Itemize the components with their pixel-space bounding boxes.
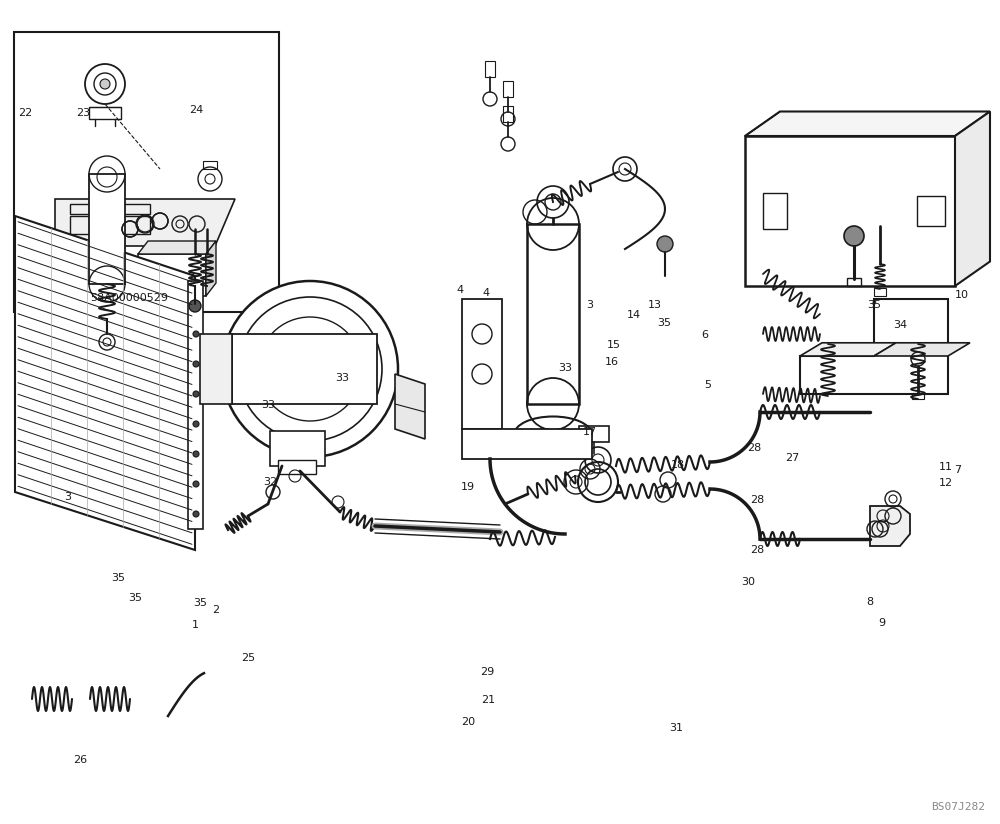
Circle shape — [222, 281, 398, 457]
Text: 8: 8 — [866, 597, 874, 607]
Text: 25: 25 — [241, 653, 255, 663]
Polygon shape — [800, 343, 896, 356]
Text: 34: 34 — [893, 320, 907, 330]
Text: 9: 9 — [878, 618, 886, 628]
Polygon shape — [138, 241, 216, 254]
Bar — [763, 193, 787, 229]
Text: 5: 5 — [704, 380, 712, 390]
Text: 32: 32 — [263, 477, 277, 487]
Bar — [745, 136, 955, 286]
Bar — [917, 196, 945, 226]
Bar — [874, 288, 886, 296]
Bar — [203, 161, 217, 169]
Text: 4: 4 — [456, 285, 464, 295]
Circle shape — [657, 236, 673, 252]
Text: 29: 29 — [480, 667, 494, 677]
Text: 19: 19 — [461, 482, 475, 492]
Bar — [462, 299, 502, 429]
Circle shape — [193, 451, 199, 457]
Polygon shape — [55, 199, 235, 246]
Bar — [14, 32, 279, 312]
Polygon shape — [745, 111, 990, 136]
Bar — [148, 274, 193, 286]
Text: 28: 28 — [747, 443, 761, 453]
Text: 14: 14 — [627, 310, 641, 320]
Text: 35: 35 — [111, 573, 125, 583]
Polygon shape — [206, 241, 216, 296]
Bar — [278, 460, 316, 474]
Circle shape — [193, 301, 199, 307]
Text: 20: 20 — [461, 717, 475, 727]
Text: 35: 35 — [193, 598, 207, 608]
Polygon shape — [870, 506, 910, 546]
Bar — [503, 106, 513, 122]
Text: 4: 4 — [482, 288, 490, 298]
Text: 30: 30 — [741, 577, 755, 587]
Text: 12: 12 — [939, 478, 953, 488]
Text: 22: 22 — [18, 108, 32, 118]
Circle shape — [193, 391, 199, 397]
Text: 35: 35 — [657, 318, 671, 328]
Circle shape — [280, 339, 340, 399]
Text: 2: 2 — [212, 605, 220, 615]
Text: 7: 7 — [954, 465, 962, 475]
Bar — [462, 429, 592, 459]
Circle shape — [193, 421, 199, 427]
Text: 24: 24 — [189, 105, 203, 115]
Text: 28: 28 — [750, 545, 764, 555]
Circle shape — [844, 226, 864, 246]
Polygon shape — [874, 343, 970, 356]
Bar — [89, 174, 125, 284]
Polygon shape — [200, 334, 232, 404]
Text: 33: 33 — [335, 373, 349, 383]
Text: 26: 26 — [73, 755, 87, 765]
Text: 16: 16 — [605, 357, 619, 367]
Text: 58A00000529: 58A00000529 — [90, 293, 168, 303]
Text: 33: 33 — [261, 400, 275, 410]
Circle shape — [296, 355, 324, 383]
Text: BS07J282: BS07J282 — [931, 802, 985, 812]
Bar — [89, 107, 121, 119]
Text: 28: 28 — [750, 495, 764, 505]
Bar — [503, 81, 513, 97]
Bar — [485, 61, 495, 77]
Text: 10: 10 — [955, 290, 969, 300]
Text: 31: 31 — [669, 723, 683, 733]
Polygon shape — [800, 299, 948, 394]
Polygon shape — [15, 216, 195, 550]
Text: 15: 15 — [607, 340, 621, 350]
Bar — [70, 216, 150, 234]
Text: 6: 6 — [702, 330, 708, 340]
Text: 23: 23 — [76, 108, 90, 118]
Polygon shape — [395, 374, 425, 439]
Text: 18: 18 — [671, 460, 685, 470]
Text: 3: 3 — [64, 492, 72, 502]
Text: 27: 27 — [785, 453, 799, 463]
Bar — [527, 224, 579, 404]
Bar — [579, 426, 609, 442]
Text: 1: 1 — [192, 620, 198, 630]
Text: 33: 33 — [558, 363, 572, 373]
Bar — [70, 204, 150, 214]
Text: 11: 11 — [939, 462, 953, 472]
Polygon shape — [955, 111, 990, 286]
Bar — [188, 281, 203, 529]
Text: 17: 17 — [583, 427, 597, 437]
Bar — [912, 393, 924, 399]
Circle shape — [189, 300, 201, 312]
Text: 35: 35 — [128, 593, 142, 603]
Text: 13: 13 — [648, 300, 662, 310]
Bar — [138, 254, 206, 296]
Text: 3: 3 — [586, 300, 594, 310]
Bar — [270, 431, 325, 466]
Bar — [232, 334, 377, 404]
Circle shape — [193, 361, 199, 367]
Text: 21: 21 — [481, 695, 495, 705]
Circle shape — [193, 481, 199, 487]
Circle shape — [193, 331, 199, 337]
Text: 35: 35 — [867, 300, 881, 310]
Bar — [847, 278, 861, 286]
Circle shape — [100, 79, 110, 89]
Circle shape — [193, 511, 199, 517]
